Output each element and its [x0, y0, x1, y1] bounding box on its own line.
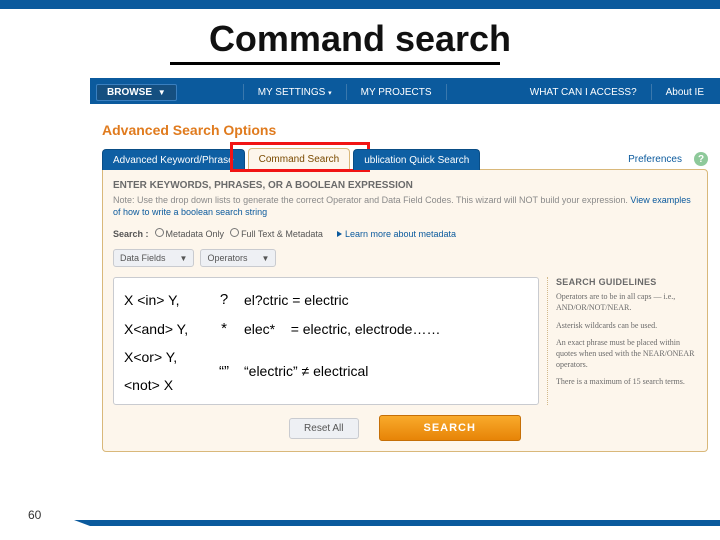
nav-my-settings-label: MY SETTINGS — [258, 87, 326, 98]
preferences-link[interactable]: Preferences — [628, 154, 682, 165]
search-panel: ENTER KEYWORDS, PHRASES, OR A BOOLEAN EX… — [102, 169, 708, 452]
top-navbar: BROWSE ▼ MY SETTINGS ▾ MY PROJECTS WHAT … — [90, 80, 720, 104]
slide-title: Command search — [0, 18, 720, 60]
ann-sym-1: ? — [214, 291, 234, 308]
search-label: Search : — [113, 229, 149, 239]
chevron-down-icon: ▼ — [158, 88, 166, 97]
section-title: Advanced Search Options — [102, 122, 708, 138]
panel-heading: ENTER KEYWORDS, PHRASES, OR A BOOLEAN EX… — [113, 180, 697, 191]
reset-button[interactable]: Reset All — [289, 418, 358, 439]
radio-b-label: Full Text & Metadata — [241, 229, 323, 239]
chevron-down-icon: ▼ — [180, 254, 188, 263]
footer-stripe — [90, 520, 720, 526]
nav-divider — [243, 84, 244, 100]
annotation-overlay: X <in> Y, ? el?ctric = electric X<and> Y… — [118, 284, 534, 400]
slide-title-underline — [170, 62, 500, 65]
ann-ex-2: elec* = electric, electrode…… — [244, 321, 528, 337]
nav-about[interactable]: About IE — [656, 83, 714, 102]
ann-sym-2: * — [214, 320, 234, 337]
app-frame: BROWSE ▼ MY SETTINGS ▾ MY PROJECTS WHAT … — [90, 78, 720, 504]
nav-divider — [651, 84, 652, 100]
slide-footer: 60 — [0, 504, 720, 540]
ann-ops-3: X<or> Y, — [124, 349, 204, 365]
nav-divider — [346, 84, 347, 100]
search-tabs: Advanced Keyword/Phrase Command Search u… — [102, 148, 708, 170]
ann-ex-1: el?ctric = electric — [244, 292, 528, 308]
radio-metadata-only[interactable]: Metadata Only — [155, 228, 225, 239]
tab-publication-quick-search[interactable]: ublication Quick Search — [353, 149, 480, 170]
expression-editor[interactable]: X <in> Y, ? el?ctric = electric X<and> Y… — [113, 277, 539, 405]
radio-fulltext-metadata[interactable]: Full Text & Metadata — [230, 228, 323, 239]
radio-a-label: Metadata Only — [166, 229, 225, 239]
ann-ops-2: X<and> Y, — [124, 321, 204, 337]
search-button[interactable]: SEARCH — [379, 415, 521, 441]
search-scope-row: Search : Metadata Only Full Text & Metad… — [113, 228, 697, 239]
learn-label: Learn more about metadata — [345, 229, 456, 239]
dropdown-row: Data Fields ▼ Operators ▼ — [113, 249, 697, 267]
dropdown-b-label: Operators — [207, 253, 247, 263]
ann-ops-4: <not> X — [124, 377, 204, 393]
guideline-line: There is a maximum of 15 search terms. — [556, 376, 697, 387]
nav-browse-label: BROWSE — [107, 87, 152, 98]
panel-actions: Reset All SEARCH — [113, 415, 697, 441]
ann-ex-3: “electric” ≠ electrical — [244, 363, 528, 379]
dropdown-a-label: Data Fields — [120, 253, 166, 263]
slide-top-stripe — [0, 0, 720, 9]
guideline-line: An exact phrase must be placed within qu… — [556, 337, 697, 371]
ann-ops-1: X <in> Y, — [124, 292, 204, 308]
learn-more-link[interactable]: Learn more about metadata — [337, 229, 456, 239]
page-number: 60 — [28, 508, 41, 522]
guideline-line: Asterisk wildcards can be used. — [556, 320, 697, 331]
nav-my-settings[interactable]: MY SETTINGS ▾ — [248, 83, 342, 102]
guidelines-title: SEARCH GUIDELINES — [556, 277, 697, 287]
chevron-down-icon: ▾ — [328, 90, 332, 97]
ann-sym-3: “” — [214, 363, 234, 380]
guideline-line: Operators are to be in all caps — i.e., … — [556, 291, 697, 313]
dropdown-operators[interactable]: Operators ▼ — [200, 249, 276, 267]
chevron-down-icon: ▼ — [261, 254, 269, 263]
panel-note-text: Note: Use the drop down lists to generat… — [113, 195, 630, 205]
tab-command-search[interactable]: Command Search — [248, 148, 351, 170]
nav-my-projects[interactable]: MY PROJECTS — [351, 83, 442, 102]
tab-advanced-keyword[interactable]: Advanced Keyword/Phrase — [102, 149, 245, 170]
help-icon[interactable]: ? — [694, 152, 708, 166]
nav-browse[interactable]: BROWSE ▼ — [96, 84, 177, 101]
dropdown-data-fields[interactable]: Data Fields ▼ — [113, 249, 194, 267]
nav-divider — [446, 84, 447, 100]
panel-note: Note: Use the drop down lists to generat… — [113, 194, 697, 218]
caret-right-icon — [337, 231, 342, 237]
content-area: Advanced Search Options Advanced Keyword… — [90, 104, 720, 462]
nav-what-can-i-access[interactable]: WHAT CAN I ACCESS? — [520, 83, 647, 102]
search-guidelines: SEARCH GUIDELINES Operators are to be in… — [547, 277, 697, 405]
